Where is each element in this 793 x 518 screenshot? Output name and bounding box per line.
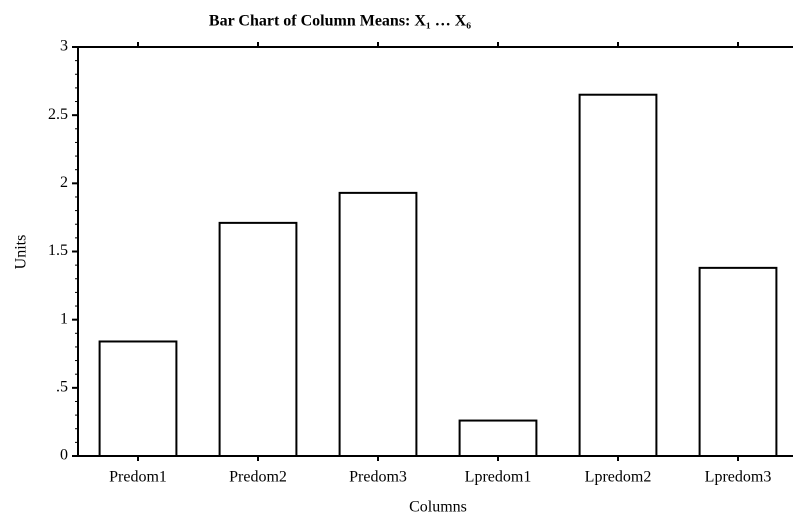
x-tick-label: Lpredom1 bbox=[465, 469, 532, 486]
x-tick-label: Lpredom3 bbox=[705, 469, 772, 486]
bar bbox=[98, 340, 178, 458]
x-tick-label: Predom1 bbox=[109, 469, 167, 486]
y-tick-label: 1.5 bbox=[48, 242, 68, 259]
y-tick-label: .5 bbox=[56, 379, 68, 396]
bar bbox=[218, 221, 298, 457]
y-tick-label: 3 bbox=[60, 38, 68, 55]
x-tick-label: Lpredom2 bbox=[585, 469, 652, 486]
bar bbox=[458, 419, 538, 458]
bar bbox=[578, 93, 658, 457]
bar bbox=[698, 266, 778, 457]
y-tick-label: 2.5 bbox=[48, 106, 68, 123]
bar bbox=[338, 191, 418, 457]
y-axis-label: Units bbox=[13, 235, 30, 270]
y-tick-label: 0 bbox=[60, 447, 68, 464]
y-tick-label: 2 bbox=[60, 174, 68, 191]
y-tick-label: 1 bbox=[60, 310, 68, 327]
x-tick-label: Predom3 bbox=[349, 469, 407, 486]
chart-title: Bar Chart of Column Means: X₁ … X₆ bbox=[209, 13, 471, 30]
x-tick-label: Predom2 bbox=[229, 469, 287, 486]
x-axis-label: Columns bbox=[409, 499, 467, 516]
